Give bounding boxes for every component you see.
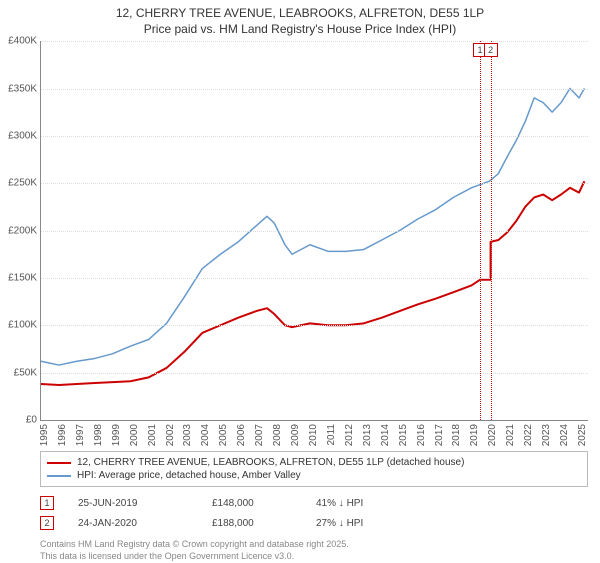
footer: Contains HM Land Registry data © Crown c… — [40, 539, 588, 562]
xtick-label: 2007 — [254, 424, 265, 446]
legend-swatch — [47, 475, 71, 477]
legend-label: HPI: Average price, detached house, Ambe… — [77, 470, 301, 481]
ytick-label: £50K — [14, 367, 37, 378]
sale-marker-line — [480, 41, 481, 420]
ytick-label: £200K — [8, 225, 37, 236]
xtick-label: 2023 — [541, 424, 552, 446]
footer-licence: This data is licensed under the Open Gov… — [40, 551, 588, 563]
xtick-label: 2002 — [165, 424, 176, 446]
xtick-label: 2010 — [308, 424, 319, 446]
transaction-number: 1 — [40, 496, 54, 510]
footer-copyright: Contains HM Land Registry data © Crown c… — [40, 539, 588, 551]
xtick-label: 2018 — [451, 424, 462, 446]
legend-item: 12, CHERRY TREE AVENUE, LEABROOKS, ALFRE… — [47, 456, 581, 469]
gridline-h — [41, 89, 588, 90]
series-line-price_paid — [41, 181, 584, 385]
xtick-label: 2009 — [290, 424, 301, 446]
xtick-label: 2025 — [577, 424, 588, 446]
legend: 12, CHERRY TREE AVENUE, LEABROOKS, ALFRE… — [40, 451, 588, 487]
legend-label: 12, CHERRY TREE AVENUE, LEABROOKS, ALFRE… — [77, 457, 464, 468]
xtick-label: 2016 — [416, 424, 427, 446]
title-block: 12, CHERRY TREE AVENUE, LEABROOKS, ALFRE… — [0, 0, 600, 41]
xtick-label: 2015 — [398, 424, 409, 446]
xtick-label: 2014 — [380, 424, 391, 446]
gridline-h — [41, 373, 588, 374]
xtick-label: 2001 — [147, 424, 158, 446]
gridline-h — [41, 231, 588, 232]
transaction-table: 1 25-JUN-2019 £148,000 41% ↓ HPI 2 24-JAN-202… — [40, 493, 588, 533]
plot-area: £0£50K£100K£150K£200K£250K£300K£350K£400… — [40, 41, 588, 421]
xtick-label: 1995 — [39, 424, 50, 446]
gridline-h — [41, 41, 588, 42]
sale-marker-label: 2 — [484, 43, 498, 57]
ytick-label: £100K — [8, 320, 37, 331]
chart-container: 12, CHERRY TREE AVENUE, LEABROOKS, ALFRE… — [0, 0, 600, 560]
transaction-number: 2 — [40, 516, 54, 530]
xtick-label: 2006 — [236, 424, 247, 446]
xtick-label: 2019 — [469, 424, 480, 446]
gridline-h — [41, 278, 588, 279]
xtick-label: 1999 — [111, 424, 122, 446]
xtick-label: 2003 — [182, 424, 193, 446]
gridline-h — [41, 136, 588, 137]
xtick-label: 1998 — [93, 424, 104, 446]
xtick-label: 1997 — [75, 424, 86, 446]
ytick-label: £400K — [8, 36, 37, 47]
xtick-label: 2013 — [362, 424, 373, 446]
ytick-label: £300K — [8, 130, 37, 141]
transaction-delta: 27% ↓ HPI — [316, 518, 406, 529]
xtick-label: 2022 — [523, 424, 534, 446]
title-address: 12, CHERRY TREE AVENUE, LEABROOKS, ALFRE… — [0, 6, 600, 22]
transaction-date: 25-JUN-2019 — [78, 498, 188, 509]
sale-marker-line — [491, 41, 492, 420]
title-subtitle: Price paid vs. HM Land Registry's House … — [0, 22, 600, 38]
xtick-label: 2008 — [272, 424, 283, 446]
legend-swatch — [47, 462, 71, 464]
xtick-label: 2017 — [434, 424, 445, 446]
gridline-h — [41, 325, 588, 326]
xtick-label: 2005 — [218, 424, 229, 446]
transaction-price: £148,000 — [212, 498, 292, 509]
transaction-delta: 41% ↓ HPI — [316, 498, 406, 509]
xtick-label: 2021 — [505, 424, 516, 446]
transaction-row: 2 24-JAN-2020 £188,000 27% ↓ HPI — [40, 513, 588, 533]
xtick-label: 2011 — [326, 424, 337, 446]
ytick-label: £350K — [8, 83, 37, 94]
ytick-label: £150K — [8, 273, 37, 284]
xtick-label: 2012 — [344, 424, 355, 446]
ytick-label: £250K — [8, 178, 37, 189]
xtick-label: 2004 — [200, 424, 211, 446]
xtick-label: 1996 — [57, 424, 68, 446]
ytick-label: £0 — [26, 415, 37, 426]
xtick-label: 2000 — [129, 424, 140, 446]
xtick-label: 2024 — [559, 424, 570, 446]
transaction-date: 24-JAN-2020 — [78, 518, 188, 529]
xtick-label: 2020 — [487, 424, 498, 446]
transaction-row: 1 25-JUN-2019 £148,000 41% ↓ HPI — [40, 493, 588, 513]
gridline-h — [41, 183, 588, 184]
transaction-price: £188,000 — [212, 518, 292, 529]
legend-item: HPI: Average price, detached house, Ambe… — [47, 469, 581, 482]
